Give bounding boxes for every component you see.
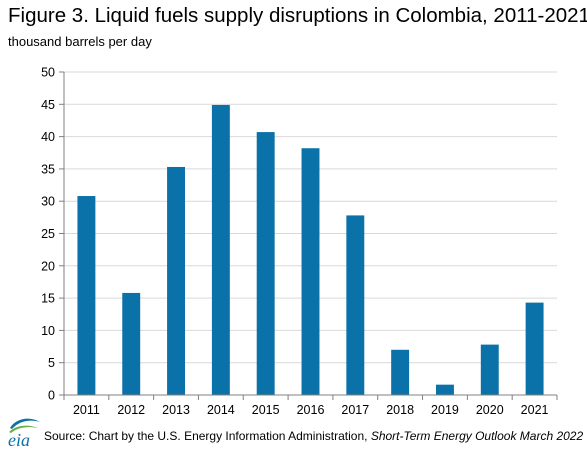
x-tick-label: 2015 (252, 403, 280, 416)
x-tick-label: 2014 (207, 403, 235, 416)
bar-chart: 0 5 10 15 20 25 30 35 40 45 50 2011 2012 2013 2014 2015… (41, 66, 558, 417)
bar-2013 (167, 166, 186, 395)
y-axis-unit-label: thousand barrels per day (8, 34, 152, 49)
x-tick-label: 2019 (431, 403, 459, 416)
bar-2012 (122, 292, 141, 395)
eia-logo-icon: eia (8, 418, 40, 448)
x-tick-label: 2018 (386, 403, 414, 416)
y-tick-label: 35 (41, 162, 55, 176)
x-tick-label: 2013 (162, 403, 190, 416)
bar-2015 (256, 132, 275, 395)
x-tick-label: 2011 (73, 403, 100, 416)
y-tick-label: 0 (48, 389, 55, 403)
y-tick-label: 20 (41, 259, 55, 273)
y-tick-label: 40 (41, 130, 55, 144)
x-tick-label: 2012 (117, 403, 145, 416)
source-publication: Short-Term Energy Outlook March 2022 (370, 429, 584, 443)
bar-2020 (480, 344, 499, 395)
y-tick-label: 50 (41, 66, 55, 80)
logo-text: eia (8, 430, 30, 448)
y-tick-label: 5 (48, 356, 55, 370)
axes (59, 71, 558, 400)
y-tick-label: 25 (41, 227, 55, 241)
bar-2018 (391, 349, 410, 395)
bar-2011 (77, 196, 96, 395)
x-tick-label: 2020 (476, 403, 504, 416)
tick-labels: 0 5 10 15 20 25 30 35 40 45 50 2011 2012 2013 2014 2015… (41, 66, 548, 417)
bar-2014 (211, 104, 230, 396)
bar-2016 (301, 148, 320, 395)
bar-2019 (435, 384, 454, 395)
x-tick-label: 2017 (341, 403, 369, 416)
bar-2017 (346, 215, 365, 395)
bar-2021 (525, 302, 544, 395)
y-tick-label: 30 (41, 195, 55, 209)
source-prefix: Source: Chart by the U.S. Energy Informa… (44, 429, 371, 443)
bars (77, 104, 544, 396)
chart-title: Figure 3. Liquid fuels supply disruption… (8, 4, 587, 27)
source-note: Source: Chart by the U.S. Energy Informa… (44, 429, 583, 443)
y-tick-label: 45 (41, 98, 55, 112)
x-tick-label: 2016 (297, 403, 325, 416)
y-tick-label: 10 (41, 324, 55, 338)
x-tick-label: 2021 (521, 403, 549, 416)
y-tick-label: 15 (41, 292, 55, 306)
footer: eia Source: Chart by the U.S. Energy Inf… (0, 416, 587, 450)
